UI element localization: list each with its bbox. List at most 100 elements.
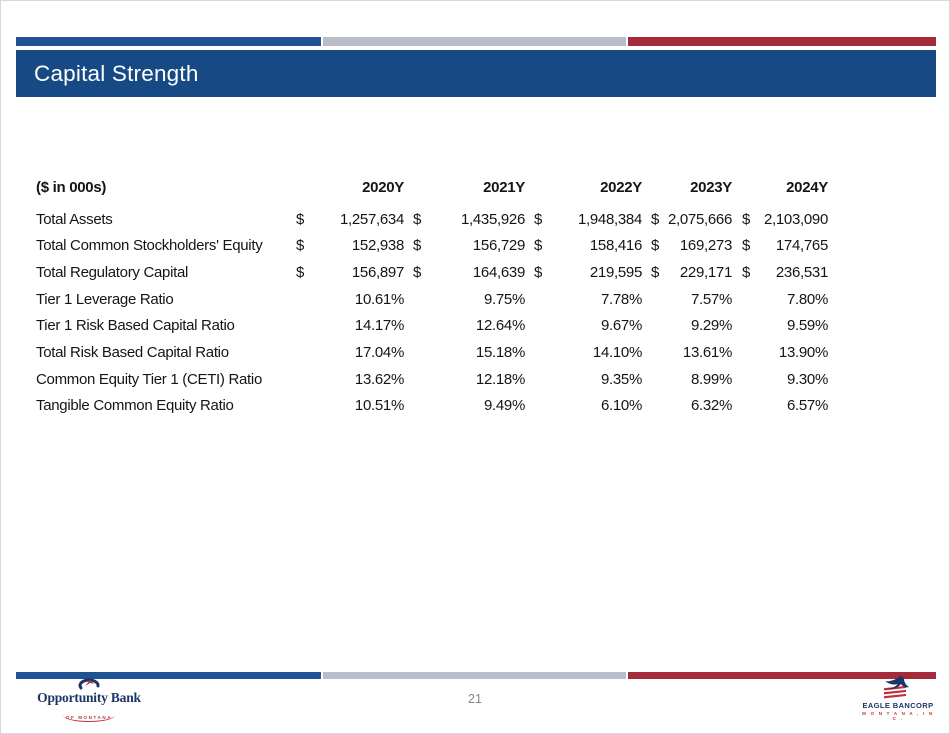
cell-value: 6.57% bbox=[786, 397, 828, 415]
currency-blank bbox=[525, 392, 542, 419]
cell-value: 9.49% bbox=[483, 397, 525, 415]
table-row: Tier 1 Leverage Ratio 10.61% 9.75% 7.78%… bbox=[36, 286, 828, 313]
currency-blank bbox=[525, 366, 542, 393]
top-accent-stripe bbox=[16, 37, 936, 46]
cell-value: 152,938 bbox=[351, 237, 404, 255]
cell-value: 8.99% bbox=[690, 370, 732, 388]
cell-value: 219,595 bbox=[589, 264, 642, 282]
row-label: Total Regulatory Capital bbox=[36, 264, 189, 282]
stripe-segment-red bbox=[628, 37, 936, 46]
cell-value: 9.30% bbox=[786, 370, 828, 388]
cell-value: 14.17% bbox=[354, 317, 404, 335]
currency-blank bbox=[732, 392, 750, 419]
cell-value: 156,729 bbox=[472, 237, 525, 255]
currency-symbol: $ bbox=[651, 210, 660, 228]
currency-blank bbox=[404, 366, 422, 393]
page-title: Capital Strength bbox=[34, 60, 199, 86]
year-header: 2020Y bbox=[362, 178, 404, 196]
stripe-segment-blue bbox=[16, 672, 321, 679]
cell-value: 158,416 bbox=[589, 237, 642, 255]
currency-symbol: $ bbox=[534, 210, 543, 228]
opportunity-bank-swoosh-icon bbox=[78, 678, 100, 690]
currency-blank bbox=[642, 313, 659, 340]
cell-value: 12.64% bbox=[475, 317, 525, 335]
opportunity-bank-subtitle: OF MONTANA bbox=[62, 715, 116, 722]
cell-value: 169,273 bbox=[679, 237, 732, 255]
eagle-bancorp-name: EAGLE BANCORP bbox=[862, 701, 934, 710]
year-header: 2022Y bbox=[600, 178, 642, 196]
currency-symbol: $ bbox=[413, 264, 422, 282]
cell-value: 9.35% bbox=[600, 370, 642, 388]
cell-value: 1,257,634 bbox=[339, 210, 404, 228]
currency-blank bbox=[732, 366, 750, 393]
currency-blank bbox=[642, 339, 659, 366]
cell-value: 13.90% bbox=[778, 344, 828, 362]
currency-symbol: $ bbox=[296, 210, 305, 228]
row-label: Tier 1 Leverage Ratio bbox=[36, 290, 174, 308]
table-row: Tier 1 Risk Based Capital Ratio 14.17% 1… bbox=[36, 313, 828, 340]
currency-blank bbox=[525, 339, 542, 366]
table-row: Total Assets $ 1,257,634 $ 1,435,926 $ 1… bbox=[36, 206, 828, 233]
currency-blank bbox=[732, 313, 750, 340]
currency-blank bbox=[642, 286, 659, 313]
currency-blank bbox=[732, 339, 750, 366]
table-row: Tangible Common Equity Ratio 10.51% 9.49… bbox=[36, 392, 828, 419]
eagle-bancorp-subtitle: M O N T A N A , I N C . bbox=[862, 711, 934, 721]
cell-value: 15.18% bbox=[475, 344, 525, 362]
currency-symbol: $ bbox=[296, 237, 305, 255]
bottom-accent-stripe bbox=[16, 672, 936, 679]
currency-symbol: $ bbox=[651, 237, 660, 255]
currency-symbol: $ bbox=[534, 264, 543, 282]
currency-symbol: $ bbox=[651, 264, 660, 282]
cell-value: 9.59% bbox=[786, 317, 828, 335]
table-header-row: ($ in 000s) 2020Y 2021Y 2022Y 2023Y 2024… bbox=[36, 168, 828, 206]
title-bar: Capital Strength bbox=[16, 50, 936, 97]
cell-value: 2,075,666 bbox=[667, 210, 732, 228]
currency-symbol: $ bbox=[296, 264, 305, 282]
stripe-segment-blue bbox=[16, 37, 321, 46]
page-number: 21 bbox=[468, 692, 482, 706]
eagle-bancorp-logo: EAGLE BANCORP M O N T A N A , I N C . bbox=[859, 675, 937, 721]
cell-value: 6.10% bbox=[600, 397, 642, 415]
currency-blank bbox=[642, 366, 659, 393]
currency-blank bbox=[404, 339, 422, 366]
currency-symbol: $ bbox=[413, 210, 422, 228]
cell-value: 14.10% bbox=[592, 344, 642, 362]
year-header: 2024Y bbox=[786, 178, 828, 196]
cell-value: 1,948,384 bbox=[577, 210, 642, 228]
cell-value: 13.61% bbox=[682, 344, 732, 362]
stripe-segment-gray bbox=[323, 672, 626, 679]
currency-blank bbox=[294, 286, 306, 313]
opportunity-bank-name: Opportunity Bank bbox=[37, 690, 141, 705]
currency-blank bbox=[525, 286, 542, 313]
currency-symbol: $ bbox=[413, 237, 422, 255]
cell-value: 13.62% bbox=[354, 370, 404, 388]
table-row: Total Common Stockholders' Equity $ 152,… bbox=[36, 233, 828, 260]
currency-blank bbox=[404, 392, 422, 419]
currency-blank bbox=[294, 339, 306, 366]
units-label: ($ in 000s) bbox=[36, 178, 107, 196]
cell-value: 236,531 bbox=[775, 264, 828, 282]
cell-value: 229,171 bbox=[679, 264, 732, 282]
currency-symbol: $ bbox=[742, 264, 751, 282]
currency-blank bbox=[525, 313, 542, 340]
cell-value: 156,897 bbox=[351, 264, 404, 282]
currency-symbol: $ bbox=[742, 210, 751, 228]
stripe-segment-red bbox=[628, 672, 936, 679]
currency-blank bbox=[404, 313, 422, 340]
row-label: Tangible Common Equity Ratio bbox=[36, 397, 234, 415]
cell-value: 7.57% bbox=[690, 290, 732, 308]
opportunity-bank-logo: Opportunity Bank OF MONTANA bbox=[31, 676, 147, 724]
cell-value: 2,103,090 bbox=[763, 210, 828, 228]
currency-blank bbox=[732, 286, 750, 313]
currency-symbol: $ bbox=[534, 237, 543, 255]
cell-value: 7.78% bbox=[600, 290, 642, 308]
row-label: Total Assets bbox=[36, 210, 113, 228]
currency-symbol: $ bbox=[742, 237, 751, 255]
row-label: Total Common Stockholders' Equity bbox=[36, 237, 263, 255]
currency-blank bbox=[642, 392, 659, 419]
cell-value: 9.29% bbox=[690, 317, 732, 335]
cell-value: 6.32% bbox=[690, 397, 732, 415]
year-header: 2021Y bbox=[483, 178, 525, 196]
